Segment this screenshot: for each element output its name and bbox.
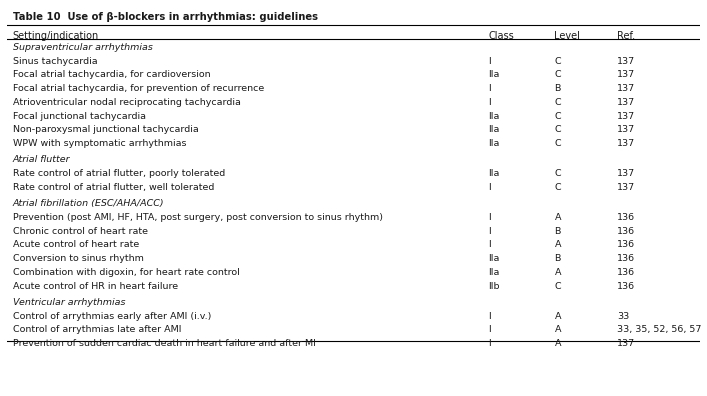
Text: I: I bbox=[489, 227, 491, 236]
Text: Atrioventricular nodal reciprocating tachycardia: Atrioventricular nodal reciprocating tac… bbox=[13, 98, 240, 107]
Text: Chronic control of heart rate: Chronic control of heart rate bbox=[13, 227, 148, 236]
Text: I: I bbox=[489, 312, 491, 320]
Text: C: C bbox=[554, 98, 561, 107]
Text: I: I bbox=[489, 339, 491, 348]
Text: 137: 137 bbox=[617, 112, 635, 121]
Text: WPW with symptomatic arrhythmias: WPW with symptomatic arrhythmias bbox=[13, 139, 186, 148]
Text: 137: 137 bbox=[617, 84, 635, 93]
Text: C: C bbox=[554, 57, 561, 66]
Text: I: I bbox=[489, 98, 491, 107]
Text: Non-paroxysmal junctional tachycardia: Non-paroxysmal junctional tachycardia bbox=[13, 126, 199, 134]
Text: C: C bbox=[554, 139, 561, 148]
Text: Control of arrythmias early after AMI (i.v.): Control of arrythmias early after AMI (i… bbox=[13, 312, 211, 320]
Text: 136: 136 bbox=[617, 213, 635, 222]
Text: 137: 137 bbox=[617, 70, 635, 79]
Text: A: A bbox=[554, 325, 561, 334]
Text: Ventricular arrhythmias: Ventricular arrhythmias bbox=[13, 298, 125, 307]
Text: A: A bbox=[554, 268, 561, 277]
Text: IIa: IIa bbox=[489, 139, 500, 148]
Text: I: I bbox=[489, 325, 491, 334]
Text: Atrial fibrillation (ESC/AHA/ACC): Atrial fibrillation (ESC/AHA/ACC) bbox=[13, 199, 164, 208]
Text: B: B bbox=[554, 84, 561, 93]
Text: Prevention of sudden cardiac death in heart failure and after MI: Prevention of sudden cardiac death in he… bbox=[13, 339, 315, 348]
Text: IIa: IIa bbox=[489, 169, 500, 178]
Text: C: C bbox=[554, 112, 561, 121]
Text: Ref.: Ref. bbox=[617, 31, 635, 41]
Text: Atrial flutter: Atrial flutter bbox=[13, 155, 70, 164]
Text: Table 10  Use of β-blockers in arrhythmias: guidelines: Table 10 Use of β-blockers in arrhythmia… bbox=[13, 12, 317, 22]
Text: A: A bbox=[554, 312, 561, 320]
Text: 137: 137 bbox=[617, 183, 635, 192]
Text: A: A bbox=[554, 213, 561, 222]
Text: Control of arrythmias late after AMI: Control of arrythmias late after AMI bbox=[13, 325, 181, 334]
Text: C: C bbox=[554, 70, 561, 79]
Text: 136: 136 bbox=[617, 268, 635, 277]
Text: 33, 35, 52, 56, 57: 33, 35, 52, 56, 57 bbox=[617, 325, 701, 334]
Text: Rate control of atrial flutter, poorly tolerated: Rate control of atrial flutter, poorly t… bbox=[13, 169, 225, 178]
Text: 137: 137 bbox=[617, 139, 635, 148]
Text: Prevention (post AMI, HF, HTA, post surgery, post conversion to sinus rhythm): Prevention (post AMI, HF, HTA, post surg… bbox=[13, 213, 382, 222]
Text: Rate control of atrial flutter, well tolerated: Rate control of atrial flutter, well tol… bbox=[13, 183, 214, 192]
Text: IIa: IIa bbox=[489, 254, 500, 263]
Text: I: I bbox=[489, 240, 491, 249]
Text: Focal atrial tachycardia, for prevention of recurrence: Focal atrial tachycardia, for prevention… bbox=[13, 84, 264, 93]
Text: 136: 136 bbox=[617, 282, 635, 291]
Text: I: I bbox=[489, 213, 491, 222]
Text: C: C bbox=[554, 282, 561, 291]
Text: 136: 136 bbox=[617, 227, 635, 236]
Text: A: A bbox=[554, 339, 561, 348]
Text: C: C bbox=[554, 126, 561, 134]
Text: Focal junctional tachycardia: Focal junctional tachycardia bbox=[13, 112, 146, 121]
Text: Focal atrial tachycardia, for cardioversion: Focal atrial tachycardia, for cardiovers… bbox=[13, 70, 210, 79]
Text: 137: 137 bbox=[617, 126, 635, 134]
Text: Level: Level bbox=[554, 31, 580, 41]
Text: Acute control of heart rate: Acute control of heart rate bbox=[13, 240, 139, 249]
Text: IIa: IIa bbox=[489, 70, 500, 79]
Text: C: C bbox=[554, 169, 561, 178]
Text: Supraventricular arrhythmias: Supraventricular arrhythmias bbox=[13, 43, 153, 52]
Text: Combination with digoxin, for heart rate control: Combination with digoxin, for heart rate… bbox=[13, 268, 240, 277]
Text: B: B bbox=[554, 254, 561, 263]
Text: IIb: IIb bbox=[489, 282, 500, 291]
Text: 137: 137 bbox=[617, 57, 635, 66]
Text: I: I bbox=[489, 183, 491, 192]
Text: 137: 137 bbox=[617, 339, 635, 348]
Text: Sinus tachycardia: Sinus tachycardia bbox=[13, 57, 98, 66]
Text: C: C bbox=[554, 183, 561, 192]
Text: 136: 136 bbox=[617, 254, 635, 263]
Text: IIa: IIa bbox=[489, 268, 500, 277]
Text: A: A bbox=[554, 240, 561, 249]
Text: Conversion to sinus rhythm: Conversion to sinus rhythm bbox=[13, 254, 144, 263]
Text: 33: 33 bbox=[617, 312, 629, 320]
Text: I: I bbox=[489, 84, 491, 93]
Text: I: I bbox=[489, 57, 491, 66]
Text: IIa: IIa bbox=[489, 112, 500, 121]
Text: 137: 137 bbox=[617, 169, 635, 178]
Text: 137: 137 bbox=[617, 98, 635, 107]
Text: Class: Class bbox=[489, 31, 515, 41]
Text: IIa: IIa bbox=[489, 126, 500, 134]
Text: B: B bbox=[554, 227, 561, 236]
Text: Setting/indication: Setting/indication bbox=[13, 31, 99, 41]
Text: 136: 136 bbox=[617, 240, 635, 249]
Text: Acute control of HR in heart failure: Acute control of HR in heart failure bbox=[13, 282, 177, 291]
